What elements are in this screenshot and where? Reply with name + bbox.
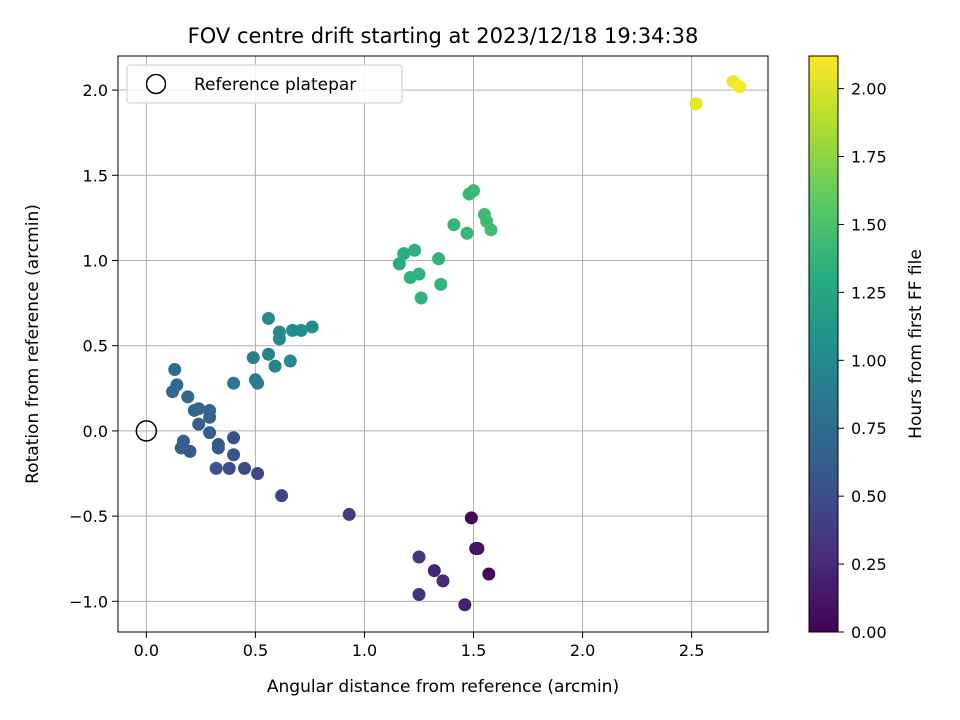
data-point — [181, 390, 195, 404]
colorbar-tick-label: 1.50 — [851, 215, 887, 234]
data-point — [238, 461, 252, 475]
colorbar-gradient — [808, 55, 839, 633]
data-point — [246, 351, 260, 365]
y-tick-label: 1.0 — [83, 251, 108, 270]
data-point — [227, 448, 241, 462]
data-point — [268, 359, 282, 373]
colorbar-tick-label: 0.25 — [851, 555, 887, 574]
y-axis-ticks: −1.0 −0.5 0.0 0.5 1.0 1.5 2.0 — [69, 81, 118, 611]
data-point — [262, 347, 276, 361]
y-tick-label: −0.5 — [69, 507, 108, 526]
data-point — [203, 426, 217, 440]
data-point — [170, 378, 184, 392]
data-point — [412, 588, 426, 602]
data-point — [447, 218, 461, 232]
legend-reference-marker — [145, 73, 167, 95]
data-point — [467, 184, 481, 198]
grid-lines — [118, 56, 768, 632]
colorbar-ticks: 0.00 0.25 0.50 0.75 1.00 1.25 1.50 1.75 2.00 — [838, 80, 887, 642]
data-point — [222, 461, 236, 475]
data-point — [187, 403, 201, 417]
legend-box — [126, 64, 403, 104]
data-point — [458, 598, 472, 612]
data-point — [283, 354, 297, 368]
x-tick-label: 1.0 — [352, 641, 377, 660]
data-point — [460, 226, 474, 240]
data-point — [392, 257, 406, 271]
x-tick-label: 1.5 — [461, 641, 486, 660]
plot-frame — [117, 55, 769, 633]
data-point — [484, 223, 498, 237]
colorbar-tick-label: 1.00 — [851, 351, 887, 370]
data-point — [176, 434, 190, 448]
x-axis-ticks: 0.0 0.5 1.0 1.5 2.0 2.5 — [134, 632, 704, 660]
colorbar-tick-label: 1.75 — [851, 148, 887, 167]
data-point — [275, 489, 289, 503]
colorbar-label: Hours from first FF file — [906, 249, 926, 439]
x-tick-label: 2.5 — [679, 641, 704, 660]
data-point — [414, 291, 428, 305]
colorbar-tick-label: 0.75 — [851, 419, 887, 438]
data-point — [434, 277, 448, 291]
data-point — [192, 417, 206, 431]
data-point — [432, 252, 446, 266]
x-tick-label: 0.0 — [134, 641, 159, 660]
colorbar-tick-label: 1.25 — [851, 283, 887, 302]
data-point — [482, 567, 496, 581]
data-point — [203, 403, 217, 417]
chart-title: FOV centre drift starting at 2023/12/18 … — [188, 24, 699, 48]
y-tick-label: 0.5 — [83, 337, 108, 356]
data-point — [294, 323, 308, 337]
legend-entry-label: Reference platepar — [194, 75, 356, 95]
data-point — [412, 550, 426, 564]
x-axis-label: Angular distance from reference (arcmin) — [267, 677, 619, 697]
y-axis-label: Rotation from reference (arcmin) — [23, 204, 43, 484]
data-points — [135, 75, 747, 612]
data-point — [342, 507, 356, 521]
data-point — [209, 461, 223, 475]
data-point — [272, 325, 286, 339]
data-point — [408, 243, 422, 257]
data-point — [211, 441, 225, 455]
data-point — [469, 541, 483, 555]
colorbar-tick-label: 0.50 — [851, 487, 887, 506]
data-point — [436, 574, 450, 588]
data-point — [464, 511, 478, 525]
colorbar-tick-label: 2.00 — [851, 80, 887, 99]
data-point — [689, 97, 703, 111]
colorbar: 0.00 0.25 0.50 0.75 1.00 1.25 1.50 1.75 2.00 Hou… — [808, 55, 926, 642]
data-point — [227, 431, 241, 445]
data-point — [251, 467, 265, 481]
y-tick-label: 1.5 — [83, 166, 108, 185]
y-tick-label: 2.0 — [83, 81, 108, 100]
data-point — [168, 363, 182, 377]
data-point — [733, 80, 747, 94]
x-tick-label: 2.0 — [570, 641, 595, 660]
data-point — [412, 267, 426, 281]
x-tick-label: 0.5 — [243, 641, 268, 660]
data-point — [397, 247, 411, 261]
data-point — [262, 311, 276, 325]
data-point — [251, 376, 265, 390]
data-point — [227, 376, 241, 390]
colorbar-tick-label: 0.00 — [851, 623, 887, 642]
data-point — [305, 320, 319, 334]
y-tick-label: −1.0 — [69, 592, 108, 611]
y-tick-label: 0.0 — [83, 422, 108, 441]
legend: Reference platepar — [126, 64, 403, 104]
reference-platepar-marker — [135, 420, 158, 442]
data-point — [427, 564, 441, 578]
